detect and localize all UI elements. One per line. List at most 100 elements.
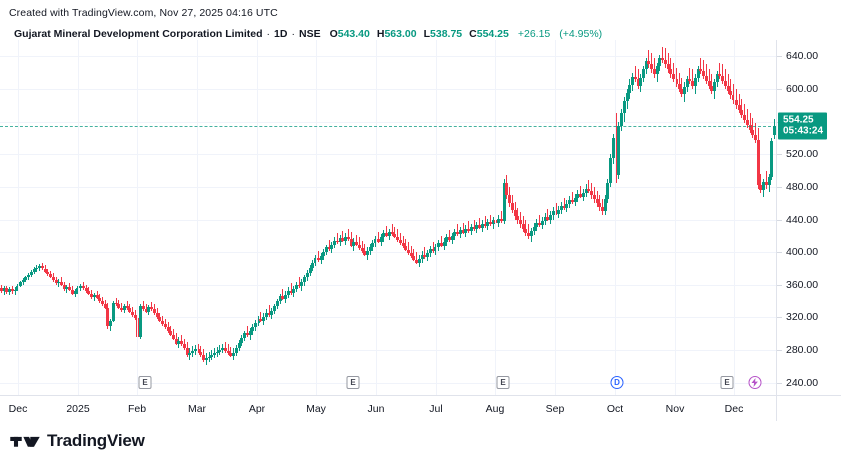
- candle-wick: [58, 279, 60, 288]
- candle-body: [718, 74, 722, 76]
- candlestick: [316, 40, 320, 395]
- exchange-label: NSE: [298, 28, 321, 40]
- candle-body: [374, 239, 378, 244]
- candle-body: [551, 211, 555, 216]
- candle-body: [327, 247, 331, 249]
- candlestick: [505, 40, 509, 395]
- candlestick: [431, 40, 435, 395]
- candle-body: [98, 297, 102, 302]
- candlestick: [693, 40, 697, 395]
- candlestick: [579, 40, 583, 395]
- candle-wick: [662, 46, 664, 63]
- candle-wick: [227, 344, 229, 355]
- candle-body: [726, 85, 730, 91]
- candlestick: [633, 40, 637, 395]
- earnings-marker-icon[interactable]: E: [346, 376, 360, 389]
- candle-body: [253, 323, 257, 328]
- candlestick: [284, 40, 288, 395]
- candlestick: [35, 40, 39, 395]
- candle-wick: [473, 219, 475, 231]
- price-axis[interactable]: 640.00600.00560.00520.00480.00440.00400.…: [776, 40, 841, 395]
- candle-body: [540, 221, 544, 226]
- candle-wick: [489, 214, 491, 227]
- candle-wick: [260, 311, 262, 323]
- candle-body: [437, 243, 441, 248]
- time-axis[interactable]: Dec 2025 Feb Mar Apr May Jun Jul Aug Sep Oct Nov Dec: [0, 395, 776, 421]
- time-tick-label: Aug: [485, 403, 505, 415]
- candle-body: [314, 257, 318, 263]
- vertical-gridline: [495, 40, 496, 395]
- candle-body: [431, 248, 435, 252]
- candle-body: [221, 348, 225, 351]
- candle-body: [497, 218, 501, 223]
- candlestick: [576, 40, 580, 395]
- tradingview-logo-icon: [10, 436, 40, 447]
- earnings-marker-icon[interactable]: E: [138, 376, 152, 389]
- earnings-marker-icon[interactable]: E: [496, 376, 510, 389]
- candle-body: [434, 247, 438, 252]
- candle-body: [10, 288, 14, 292]
- symbol-name[interactable]: Gujarat Mineral Development Corporation …: [14, 28, 263, 40]
- candle-body: [456, 231, 460, 235]
- candlestick: [294, 40, 298, 395]
- close-key: C: [469, 28, 477, 40]
- time-tick-label: Nov: [665, 403, 685, 415]
- candlestick: [221, 40, 225, 395]
- candle-body: [587, 188, 591, 191]
- candlestick: [469, 40, 473, 395]
- candlestick: [636, 40, 640, 395]
- candle-body: [767, 177, 771, 186]
- candle-body: [543, 217, 547, 222]
- candlestick: [16, 40, 20, 395]
- candle-body: [32, 269, 36, 272]
- candle-body: [273, 306, 277, 311]
- candlestick: [732, 40, 736, 395]
- candle-wick: [730, 79, 732, 99]
- candlestick: [529, 40, 533, 395]
- candle-body: [478, 225, 482, 228]
- candlestick: [120, 40, 124, 395]
- candle-body: [232, 352, 236, 356]
- candle-wick: [402, 235, 404, 249]
- candlestick: [139, 40, 143, 395]
- candlestick: [264, 40, 268, 395]
- price-tick-dash: [777, 285, 782, 286]
- current-price-badge[interactable]: 554.25 05:43:24: [778, 112, 828, 140]
- split-marker-icon[interactable]: [748, 376, 762, 389]
- candlestick: [723, 40, 727, 395]
- candle-body: [535, 222, 539, 227]
- candlestick: [625, 40, 629, 395]
- candle-body: [609, 158, 613, 183]
- interval-label[interactable]: 1D: [274, 28, 288, 40]
- candle-wick: [765, 170, 767, 189]
- candle-body: [641, 69, 645, 78]
- candle-wick: [539, 214, 541, 227]
- candlestick: [762, 40, 766, 395]
- candlestick: [622, 40, 626, 395]
- candle-body: [554, 211, 558, 214]
- candlestick: [141, 40, 145, 395]
- high-key: H: [376, 28, 385, 40]
- candle-wick: [468, 221, 470, 233]
- chart-plot-area[interactable]: [0, 40, 776, 395]
- candle-body: [385, 233, 389, 236]
- candlestick: [729, 40, 733, 395]
- candle-body: [155, 313, 159, 318]
- price-tick-dash: [777, 350, 782, 351]
- earnings-marker-icon[interactable]: E: [720, 376, 734, 389]
- candlestick: [199, 40, 203, 395]
- time-tick-label: Jun: [367, 403, 385, 415]
- candlestick: [655, 40, 659, 395]
- candlestick: [606, 40, 610, 395]
- candle-body: [737, 105, 741, 111]
- candlestick: [90, 40, 94, 395]
- candle-body: [92, 295, 96, 298]
- candlestick: [447, 40, 451, 395]
- candle-body: [311, 262, 315, 268]
- candle-body: [532, 226, 536, 231]
- candle-wick: [410, 245, 412, 258]
- candle-body: [666, 64, 670, 70]
- dividend-marker-icon[interactable]: D: [610, 376, 624, 389]
- candle-body: [644, 61, 648, 70]
- candle-body: [376, 239, 380, 242]
